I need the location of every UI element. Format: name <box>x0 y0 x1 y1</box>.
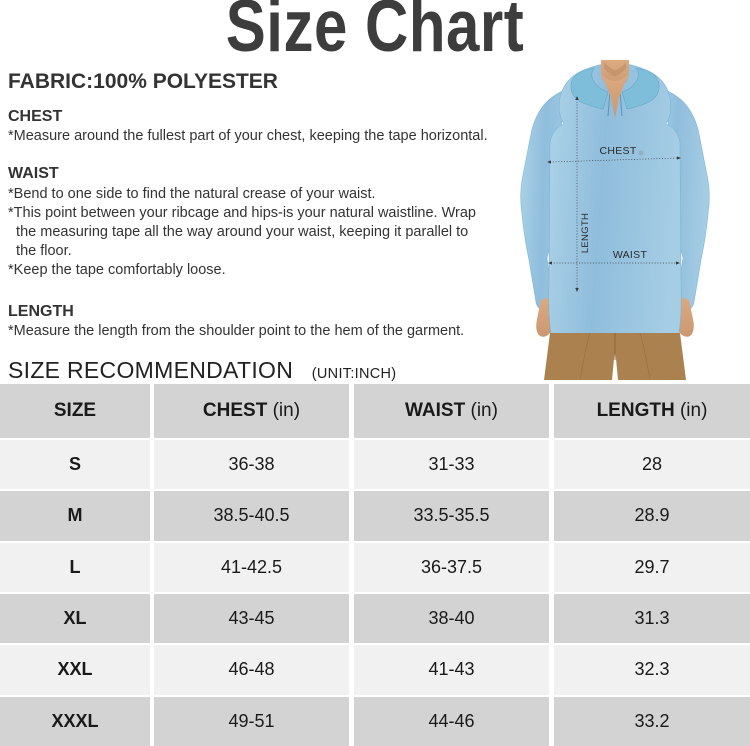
svg-text:CHEST: CHEST <box>599 145 636 157</box>
svg-text:WAIST: WAIST <box>613 249 648 261</box>
svg-text:LENGTH: LENGTH <box>580 213 591 253</box>
